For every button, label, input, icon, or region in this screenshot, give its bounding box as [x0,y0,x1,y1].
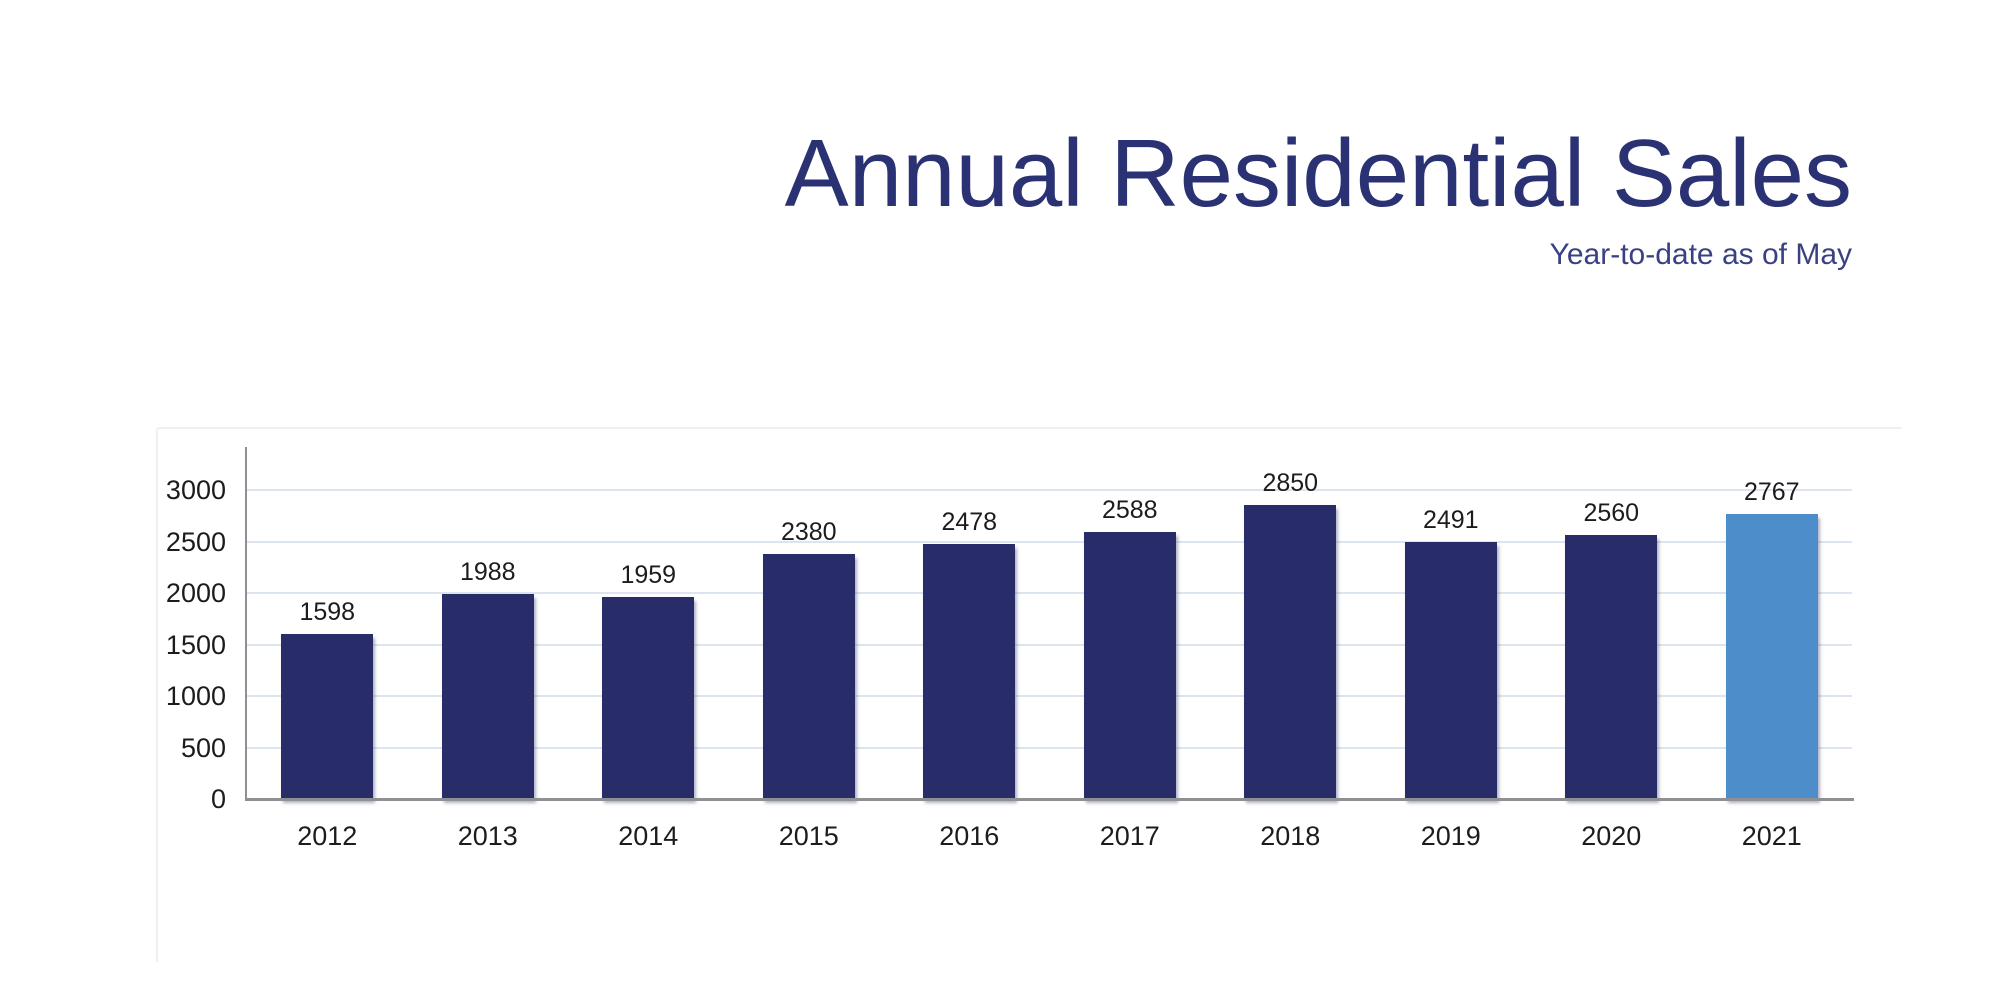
x-tick-label-2020: 2020 [1581,821,1642,851]
bar-value-label-2017: 2588 [1101,496,1158,525]
bar-2013 [441,594,534,799]
x-tick-label-2017: 2017 [1099,821,1160,851]
bar-value-label-2014: 1959 [620,561,677,590]
bar-value-label-2019: 2491 [1422,506,1479,535]
y-tick-label-3000: 3000 [165,475,226,505]
gridline-2500 [247,540,1852,543]
gridline-3000 [247,489,1852,491]
x-axis-line [245,798,1854,801]
chart-header: Annual Residential Sales Year-to-date as… [785,126,1852,272]
gridline-1000 [247,695,1852,697]
x-tick-label-2014: 2014 [618,821,679,851]
bar-2012 [281,634,374,799]
x-tick-label-2016: 2016 [939,821,1000,851]
plot-area: 0 500 1000 1500 2000 2500 3000 1598 2012 1988 2013… [158,429,1902,962]
y-tick-label-1000: 1000 [165,681,226,711]
bar-2015 [762,553,855,799]
bar-2019 [1404,542,1497,799]
chart-title: Annual Residential Sales [784,120,1852,227]
chart-subtitle: Year-to-date as of May [1549,238,1852,271]
y-tick-label-500: 500 [180,732,226,763]
chart-card: 0 500 1000 1500 2000 2500 3000 1598 2012 1988 2013… [156,427,1902,962]
y-tick-label-1500: 1500 [165,629,226,660]
bar-2020 [1565,535,1658,799]
bar-2014 [602,597,695,799]
bar-value-label-2015: 2380 [780,517,837,546]
y-tick-label-0: 0 [210,784,226,814]
gridline-500 [247,746,1852,749]
bar-value-label-2021: 2767 [1743,477,1800,506]
y-tick-label-2500: 2500 [165,526,226,557]
x-tick-label-2021: 2021 [1741,821,1802,851]
bar-2021 [1725,513,1818,799]
gridline-1500 [247,643,1852,646]
gridline-2000 [247,592,1852,594]
bar-2018 [1244,505,1337,799]
bar-value-label-2012: 1598 [299,598,356,627]
bar-value-label-2020: 2560 [1583,499,1640,528]
bar-value-label-2016: 2478 [941,507,998,536]
x-tick-label-2012: 2012 [297,821,358,851]
bar-value-label-2018: 2850 [1262,469,1319,498]
x-tick-label-2019: 2019 [1420,821,1481,851]
y-tick-label-2000: 2000 [165,578,226,608]
y-axis-line [245,447,247,801]
x-tick-label-2013: 2013 [457,821,518,851]
x-tick-label-2015: 2015 [778,821,839,851]
x-tick-label-2018: 2018 [1260,821,1321,851]
bar-2016 [923,543,1016,799]
bar-value-label-2013: 1988 [459,558,516,587]
bar-2017 [1083,532,1176,799]
